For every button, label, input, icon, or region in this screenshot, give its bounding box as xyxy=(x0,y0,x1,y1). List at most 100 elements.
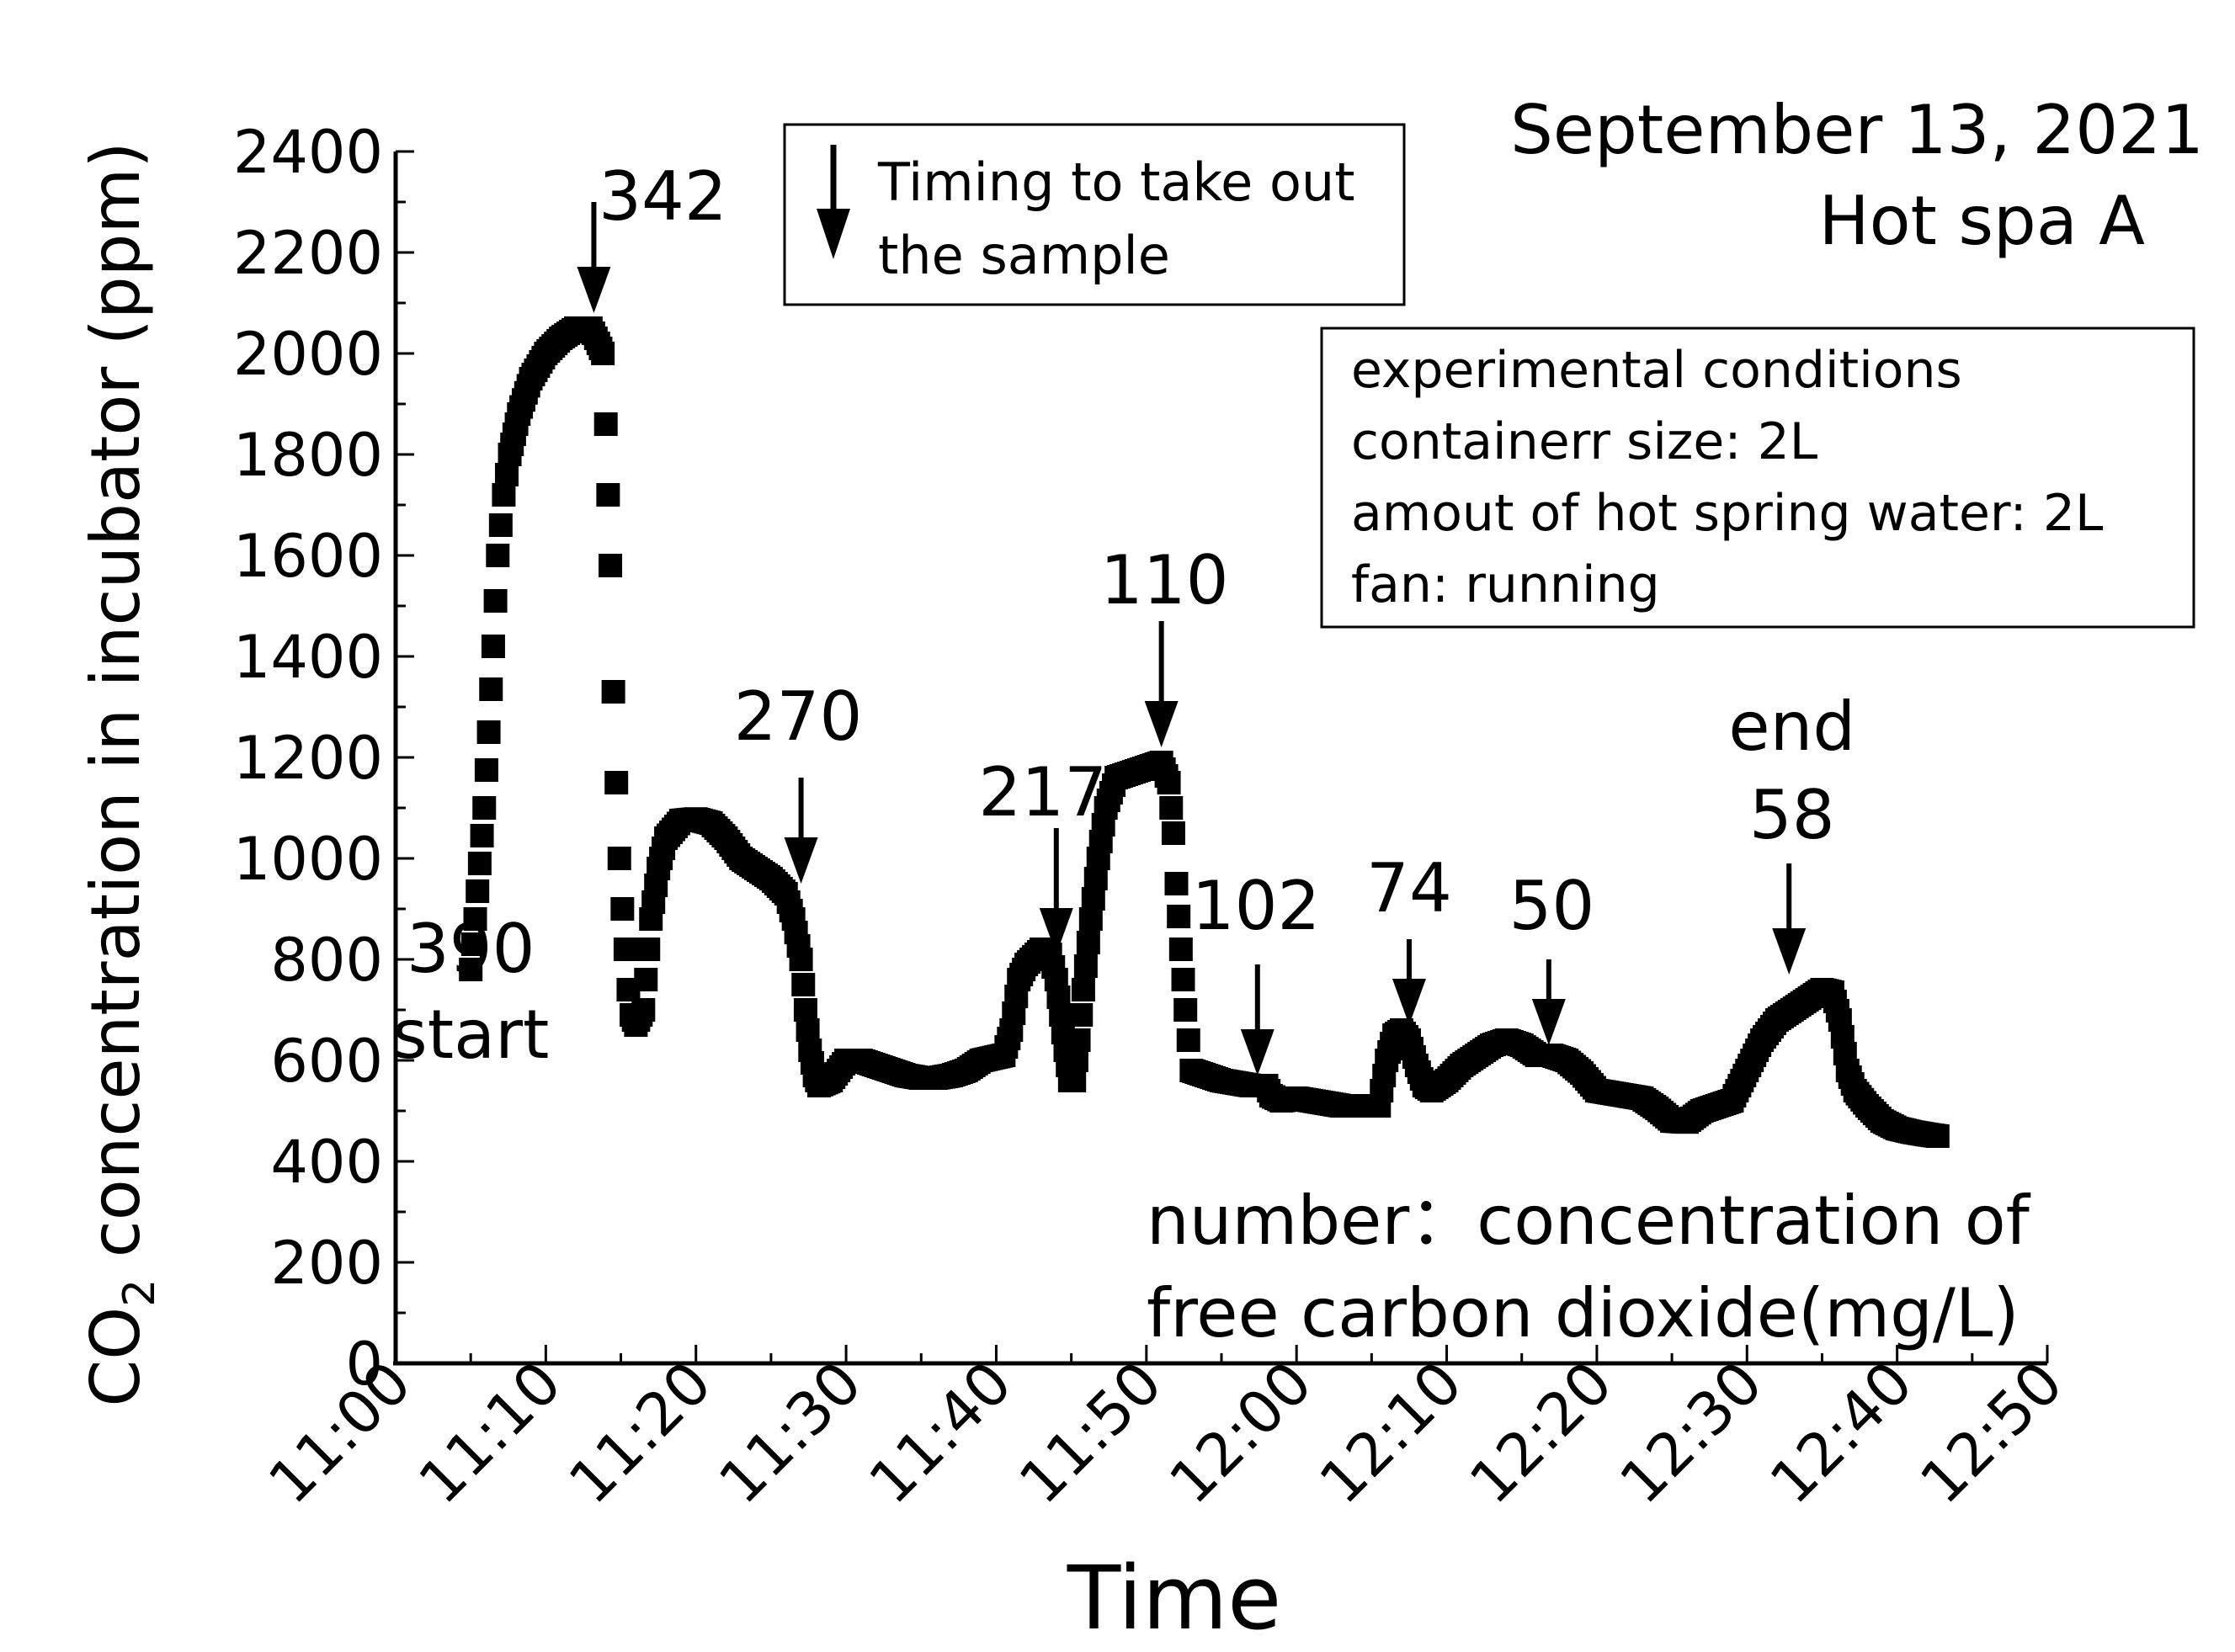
sample-arrowhead xyxy=(1392,979,1426,1025)
data-point xyxy=(1161,821,1185,845)
data-point xyxy=(1069,1003,1094,1027)
data-point xyxy=(460,932,485,956)
conditions-line-2: containerr size: 2L xyxy=(1351,412,1818,471)
data-point xyxy=(492,483,516,507)
legend: Timing to take out the sample xyxy=(783,123,1406,306)
x-tick-label: 12:20 xyxy=(1456,1348,1626,1517)
value-annotation: end xyxy=(1728,688,1855,766)
y-tick-label: 1200 xyxy=(233,724,383,793)
data-point xyxy=(1164,872,1189,895)
sample-arrowhead xyxy=(1240,1029,1274,1076)
value-annotation: 74 xyxy=(1366,849,1452,927)
data-point xyxy=(1159,796,1184,820)
data-point xyxy=(596,483,620,507)
data-point xyxy=(796,1018,820,1042)
x-tick-label: 11:30 xyxy=(705,1348,875,1517)
y-axis-label-co: CO xyxy=(77,1307,155,1407)
x-tick-label: 11:00 xyxy=(255,1348,424,1517)
value-annotation: 270 xyxy=(734,677,863,756)
data-point xyxy=(607,847,631,870)
data-point xyxy=(636,938,661,961)
legend-line-2: the sample xyxy=(878,225,1170,286)
data-point xyxy=(467,852,492,875)
y-tick-label: 200 xyxy=(270,1229,383,1298)
legend-box xyxy=(783,123,1406,306)
data-point xyxy=(601,680,625,704)
data-point xyxy=(1071,978,1095,1001)
sample-arrowhead xyxy=(1039,908,1073,954)
value-annotation: start xyxy=(392,996,549,1074)
data-point xyxy=(1167,905,1191,928)
value-annotation: 102 xyxy=(1192,867,1321,945)
data-point xyxy=(631,998,656,1022)
conditions-line-3: amout of hot spring water: 2L xyxy=(1351,484,2104,543)
value-annotation: 58 xyxy=(1749,776,1835,854)
y-axis-label-rest: concentration in incubator (ppm) xyxy=(77,141,155,1278)
x-tick-label: 12:50 xyxy=(1907,1348,2076,1517)
data-point xyxy=(610,897,635,921)
data-point xyxy=(1076,931,1100,954)
x-tick-label: 11:10 xyxy=(406,1348,575,1517)
data-point xyxy=(459,958,483,981)
data-point xyxy=(1168,938,1193,961)
y-tick-label: 1800 xyxy=(233,421,383,490)
y-tick-label: 0 xyxy=(345,1330,383,1399)
data-points xyxy=(459,316,1950,1148)
data-point xyxy=(591,342,615,365)
conditions-line-4: fan: running xyxy=(1351,555,1660,614)
sample-arrowhead xyxy=(1144,701,1179,747)
y-tick-label: 2200 xyxy=(233,219,383,288)
sample-arrowhead xyxy=(1772,928,1807,975)
x-tick-label: 12:00 xyxy=(1157,1348,1326,1517)
conditions-box: experimental conditions containerr size:… xyxy=(1320,327,2195,629)
data-point xyxy=(479,677,503,701)
sample-arrows xyxy=(577,202,1807,1076)
value-annotations: 390 start 342 270 217 110 102 74 50 end 58 xyxy=(392,157,1855,1074)
value-annotation: 390 xyxy=(407,910,535,988)
y-tick-labels: 0 200 400 600 800 1000 1200 1400 1600 1800 2000 220… xyxy=(233,118,383,1399)
y-axis-label-subscript: 2 xyxy=(114,1279,165,1307)
data-point xyxy=(1073,954,1098,978)
y-tick-label: 1400 xyxy=(233,623,383,692)
data-point xyxy=(1062,1069,1087,1092)
data-point xyxy=(593,412,618,436)
data-point xyxy=(1064,1049,1088,1072)
conditions-frame xyxy=(1320,327,2195,629)
data-point xyxy=(1157,771,1181,794)
data-point xyxy=(1067,1028,1091,1052)
data-point xyxy=(463,907,487,931)
x-tick-label: 12:30 xyxy=(1607,1348,1776,1517)
y-tick-label: 2000 xyxy=(233,320,383,389)
data-point xyxy=(466,879,490,903)
legend-line-1: Timing to take out xyxy=(877,151,1355,213)
data-point xyxy=(634,968,658,991)
data-point xyxy=(1081,887,1105,911)
x-tick-labels: 11:0011:1011:2011:3011:4011:5012:0012:10… xyxy=(255,1348,2076,1517)
conditions-line-1: experimental conditions xyxy=(1351,341,1962,400)
data-point xyxy=(476,720,501,744)
value-annotation: 50 xyxy=(1509,867,1595,945)
data-point xyxy=(789,948,813,971)
chart-subtitle: Hot spa A xyxy=(1818,182,2145,260)
x-tick-label: 11:50 xyxy=(1006,1348,1175,1517)
value-annotation: 110 xyxy=(1100,541,1229,619)
data-point xyxy=(1171,968,1195,991)
data-point xyxy=(1173,998,1198,1022)
data-point xyxy=(481,635,505,658)
data-point xyxy=(599,554,623,577)
data-point xyxy=(474,758,498,782)
data-point xyxy=(1176,1028,1200,1052)
x-tick-label: 12:40 xyxy=(1757,1348,1926,1517)
x-axis-label: Time xyxy=(1067,1547,1282,1649)
y-tick-label: 1000 xyxy=(233,825,383,894)
chart-title: September 13, 2021 xyxy=(1510,91,2204,169)
value-annotation: 217 xyxy=(978,753,1107,831)
x-tick-label: 11:20 xyxy=(556,1348,725,1517)
y-tick-label: 2400 xyxy=(233,118,383,187)
sample-arrowhead xyxy=(1531,999,1566,1045)
sample-arrowhead xyxy=(577,267,611,313)
y-axis-label: CO2 concentration in incubator (ppm) xyxy=(77,141,165,1406)
data-point xyxy=(1083,867,1108,890)
value-annotation: 342 xyxy=(599,157,727,236)
